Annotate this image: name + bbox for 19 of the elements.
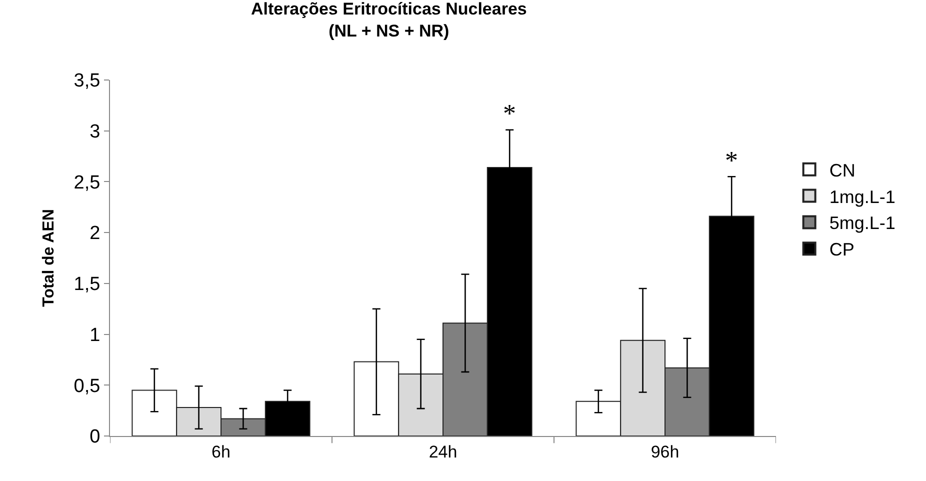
- y-tick-label: 2: [90, 223, 100, 244]
- y-tick-label: 0: [90, 426, 100, 448]
- legend-label: 5mg.L-1: [829, 213, 896, 234]
- legend-label: 1mg.L-1: [829, 186, 896, 207]
- annotation: *: [503, 99, 516, 128]
- x-tick-label: 24h: [428, 442, 458, 462]
- annotation: *: [725, 146, 738, 175]
- y-tick-label: 1,5: [74, 274, 100, 296]
- legend-label: CN: [829, 160, 856, 180]
- legend-label: CP: [829, 240, 854, 260]
- y-tick-label: 2,5: [74, 172, 100, 194]
- y-tick-label: 3,5: [74, 70, 100, 92]
- y-axis-title: Total de AEN: [40, 209, 58, 307]
- y-tick-label: 0,5: [74, 376, 100, 397]
- y-tick-label: 3: [90, 122, 100, 143]
- x-tick-label: 6h: [212, 442, 230, 462]
- chart-title: Alterações Eritrocíticas Nucleares (NL + NS + NR): [250, 0, 527, 41]
- x-tick-label: 96h: [650, 442, 680, 462]
- y-tick-label: 1: [90, 324, 100, 346]
